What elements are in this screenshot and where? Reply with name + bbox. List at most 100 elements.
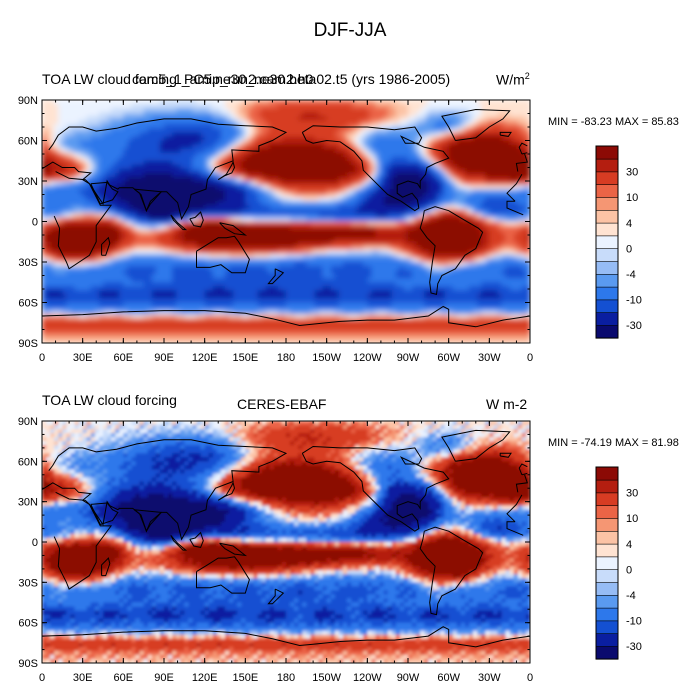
field-cell xyxy=(408,160,413,166)
field-cell xyxy=(237,249,242,255)
field-cell xyxy=(159,124,165,129)
field-cell xyxy=(338,221,344,227)
field-cell xyxy=(342,197,348,202)
field-cell xyxy=(359,176,364,182)
field-cell xyxy=(216,112,222,117)
field-cell xyxy=(505,144,511,150)
field-cell xyxy=(469,164,474,170)
field-cell xyxy=(241,120,246,125)
field-cell xyxy=(50,217,55,223)
field-cell xyxy=(119,176,124,182)
field-cell xyxy=(452,189,458,194)
field-cell xyxy=(164,241,169,247)
field-cell xyxy=(225,124,230,129)
field-cell xyxy=(123,128,128,133)
field-cell xyxy=(147,132,153,138)
field-cell xyxy=(420,112,425,117)
field-cell xyxy=(355,193,360,198)
field-cell xyxy=(249,266,255,271)
field-cell xyxy=(277,193,283,198)
field-cell xyxy=(225,100,230,105)
field-cell xyxy=(338,104,344,109)
field-cell xyxy=(212,213,218,219)
field-cell xyxy=(420,148,425,154)
field-cell xyxy=(513,124,519,129)
field-cell xyxy=(119,197,124,202)
field-cell xyxy=(387,100,393,105)
field-cell xyxy=(363,217,368,223)
field-cell xyxy=(196,112,202,117)
field-cell xyxy=(456,132,462,138)
field-cell xyxy=(416,128,421,133)
field-cell xyxy=(241,181,246,186)
field-cell xyxy=(306,185,311,190)
field-cell xyxy=(220,253,226,259)
field-cell xyxy=(168,100,173,105)
field-cell xyxy=(517,116,523,121)
field-cell xyxy=(107,140,112,146)
field-cell xyxy=(347,245,352,251)
field-cell xyxy=(424,237,429,243)
field-cell xyxy=(277,197,283,202)
field-cell xyxy=(94,172,100,178)
field-cell xyxy=(151,152,157,158)
field-cell xyxy=(253,100,259,105)
field-cell xyxy=(220,116,226,121)
field-cell xyxy=(62,225,67,231)
field-cell xyxy=(326,128,332,133)
field-cell xyxy=(155,168,161,174)
field-cell xyxy=(273,233,279,239)
field-cell xyxy=(58,205,63,210)
field-cell xyxy=(489,136,494,142)
field-cell xyxy=(54,249,59,255)
field-cell xyxy=(147,120,153,125)
field-cell xyxy=(326,225,332,231)
field-cell xyxy=(159,205,165,210)
field-cell xyxy=(294,209,299,214)
field-cell xyxy=(257,148,263,154)
field-cell xyxy=(302,144,307,150)
field-cell xyxy=(196,168,202,174)
field-cell xyxy=(131,257,137,263)
field-cell xyxy=(310,136,316,142)
field-cell xyxy=(70,262,76,267)
field-cell xyxy=(86,245,92,251)
field-cell xyxy=(192,181,198,186)
field-cell xyxy=(391,241,397,247)
field-cell xyxy=(521,108,527,113)
field-cell xyxy=(424,148,429,154)
field-cell xyxy=(78,168,84,174)
field-cell xyxy=(290,132,295,138)
field-cell xyxy=(281,144,287,150)
field-cell xyxy=(318,241,324,247)
field-cell xyxy=(473,233,478,239)
field-cell xyxy=(225,185,230,190)
field-cell xyxy=(62,112,67,117)
field-cell xyxy=(66,176,72,182)
field-cell xyxy=(225,253,230,259)
field-cell xyxy=(273,213,279,219)
field-cell xyxy=(103,160,108,166)
field-cell xyxy=(493,201,499,206)
field-cell xyxy=(115,100,120,105)
field-cell xyxy=(395,217,401,223)
field-cell xyxy=(135,140,141,146)
field-cell xyxy=(54,132,59,138)
field-cell xyxy=(216,120,222,125)
field-cell xyxy=(403,148,409,154)
field-cell xyxy=(432,112,438,117)
panel1-map: 0 30E 60E 90E 120E 150E 180 150W 120W 90W 60W 30W 09… xyxy=(18,95,533,364)
field-cell xyxy=(286,205,291,210)
field-cell xyxy=(342,253,348,259)
field-cell xyxy=(359,128,364,133)
field-cell xyxy=(395,160,401,166)
field-cell xyxy=(322,120,328,125)
field-cell xyxy=(196,262,202,267)
field-cell xyxy=(237,229,242,235)
field-cell xyxy=(212,241,218,247)
field-cell xyxy=(119,245,124,251)
field-cell xyxy=(204,156,210,162)
field-cell xyxy=(302,225,307,231)
field-cell xyxy=(90,237,96,243)
field-cell xyxy=(155,217,161,223)
